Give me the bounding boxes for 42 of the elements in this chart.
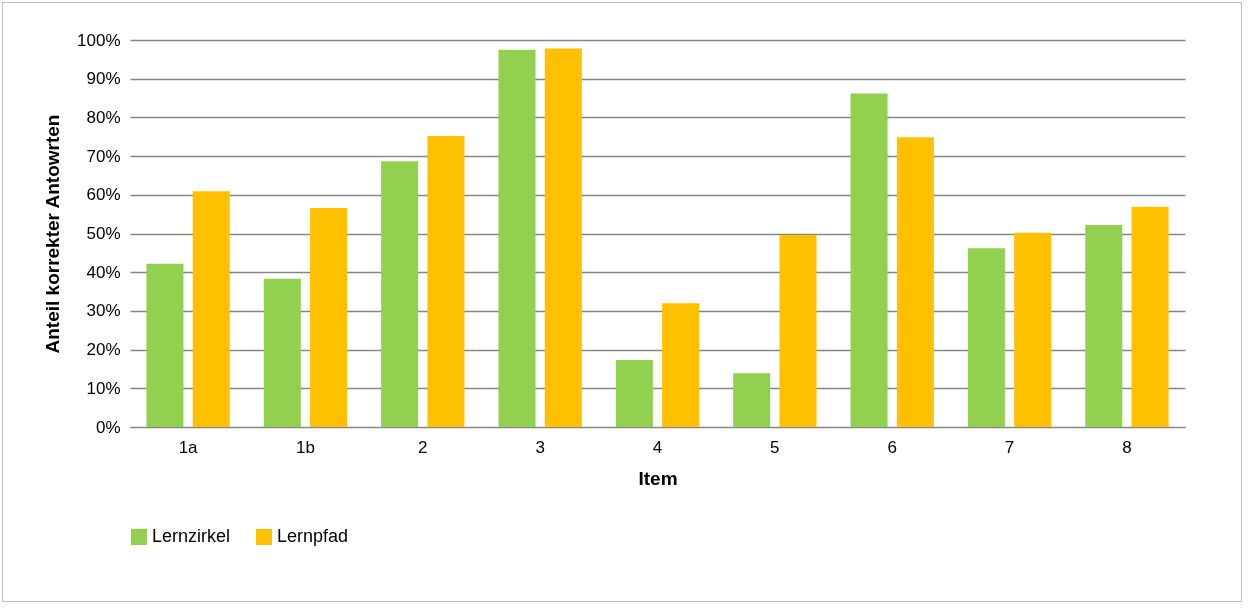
x-tick-label: 2	[418, 437, 428, 457]
bar	[967, 248, 1005, 427]
y-tick-label: 90%	[86, 69, 121, 89]
bar	[310, 207, 348, 427]
bar	[662, 303, 700, 427]
bar	[1131, 206, 1169, 427]
y-tick-label: 40%	[86, 262, 121, 282]
bar	[427, 135, 465, 427]
x-tick-label: 1b	[295, 437, 315, 457]
y-tick-label: 50%	[86, 224, 121, 243]
y-tick-label: 0%	[95, 417, 121, 437]
y-tick-label: 60%	[86, 185, 121, 205]
bar	[146, 263, 184, 427]
bar	[192, 191, 230, 427]
x-tick-label: 5	[770, 437, 780, 457]
y-tick-label: 20%	[86, 340, 121, 360]
y-tick-label: 100%	[77, 30, 121, 50]
bar	[498, 49, 536, 427]
legend-label: Lernzirkel	[152, 526, 231, 546]
y-tick-label: 30%	[86, 301, 121, 321]
y-axis-title: Anteil korrekter Antowrten	[42, 114, 64, 354]
bar	[896, 137, 934, 427]
x-tick-label: 1a	[178, 437, 199, 457]
bar	[615, 360, 653, 427]
bar	[733, 373, 771, 427]
y-tick-label: 80%	[86, 107, 121, 127]
bar	[779, 235, 817, 427]
x-tick-label: 7	[1004, 437, 1015, 457]
x-tick-label: 4	[652, 437, 663, 457]
bar	[850, 93, 888, 427]
bar	[544, 48, 582, 427]
bar	[263, 278, 301, 427]
bar	[1014, 232, 1052, 427]
bar	[1085, 224, 1123, 427]
x-tick-label: 8	[1122, 437, 1132, 457]
x-axis-title: Item	[638, 467, 678, 489]
x-tick-label: 3	[535, 437, 545, 457]
y-tick-label: 70%	[86, 146, 121, 166]
bar	[381, 161, 419, 427]
x-tick-label: 6	[887, 437, 897, 457]
legend-label: Lernpfad	[277, 526, 349, 546]
y-tick-label: 10%	[86, 378, 121, 398]
